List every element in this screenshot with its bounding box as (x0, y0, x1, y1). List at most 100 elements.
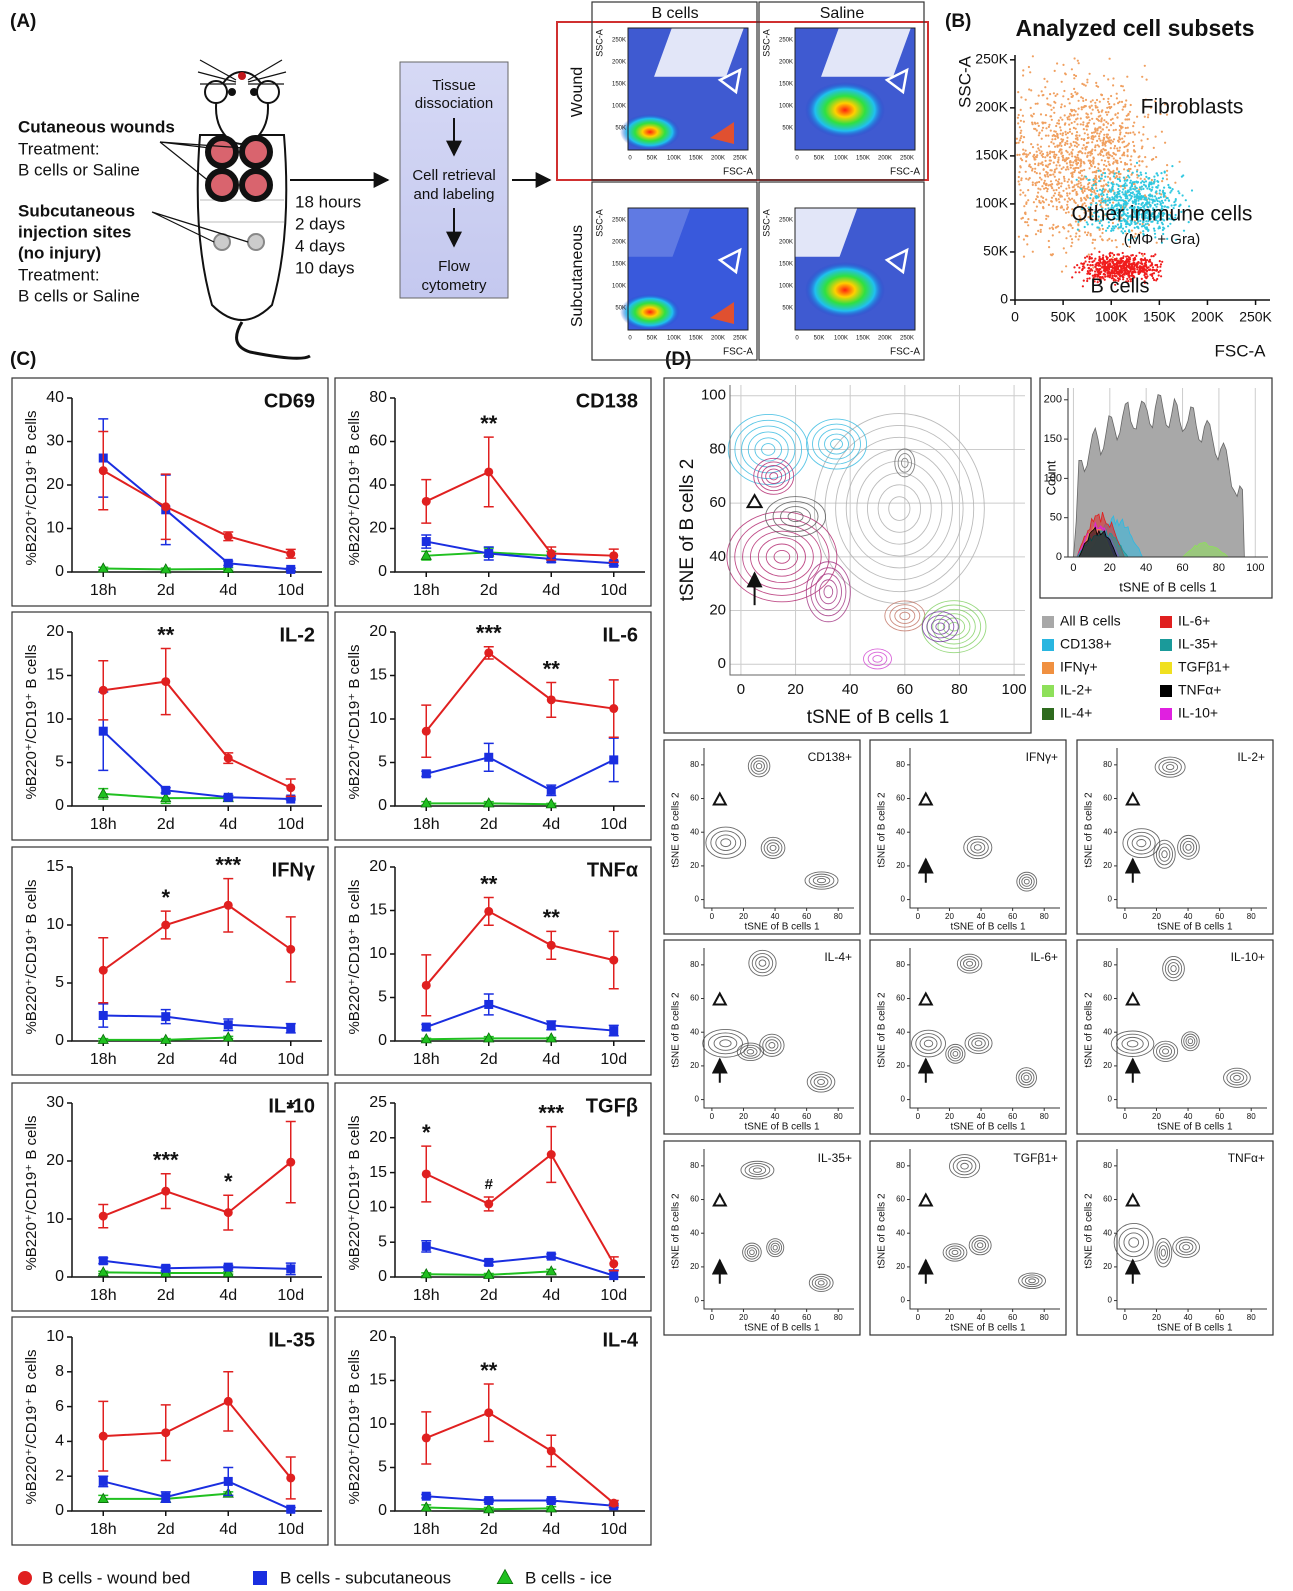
cloud-dot (1124, 104, 1126, 106)
cloud-dot (1123, 269, 1125, 271)
open-arrowhead (920, 1194, 932, 1205)
cloud-dot (1146, 79, 1148, 81)
cloud-dot (1106, 107, 1108, 109)
cloud-dot (1138, 160, 1140, 162)
x-tick-label: 40 (842, 681, 859, 698)
cloud-dot (1063, 176, 1065, 178)
cloud-dot (1110, 124, 1112, 126)
cloud-dot (1088, 258, 1090, 260)
contour (814, 1077, 828, 1087)
step-text: cytometry (421, 277, 487, 294)
cloud-dot (1088, 267, 1090, 269)
cloud-dot (1121, 261, 1123, 263)
marker (286, 945, 295, 954)
cloud-dot (1114, 173, 1116, 175)
cloud-dot (1119, 147, 1121, 149)
marker (161, 1428, 170, 1437)
x-tick-label: 100K (1095, 309, 1128, 325)
x-tick-label: 10d (277, 1051, 304, 1068)
cloud-dot (1060, 129, 1062, 131)
cloud-dot (1191, 189, 1193, 191)
cloud-dot (1084, 132, 1086, 134)
cloud-dot (1089, 256, 1091, 258)
tsne-contours (706, 755, 838, 889)
y-tick-label: 80 (1103, 1161, 1112, 1170)
cloud-dot (1116, 168, 1118, 170)
cloud-dot (1076, 123, 1078, 125)
cloud-dot (1125, 145, 1127, 147)
cloud-dot (1091, 253, 1093, 255)
significance: ** (543, 905, 561, 930)
cloud-dot (1091, 141, 1093, 143)
cloud-dot (1153, 199, 1155, 201)
y-tick-label: 150 (1044, 433, 1062, 445)
cloud-dot (1057, 133, 1059, 135)
tsne-contours (1114, 1223, 1199, 1267)
cloud-dot (1146, 166, 1148, 168)
contour (769, 1043, 775, 1049)
cloud-dot (1027, 199, 1029, 201)
cloud-dot (1112, 163, 1114, 165)
y-tick-label: 20 (46, 1152, 64, 1169)
contour (957, 1160, 972, 1172)
cloud-dot (1072, 190, 1074, 192)
cloud-dot (1020, 132, 1022, 134)
cloud-dot (1151, 159, 1153, 161)
cloud-dot (1177, 190, 1179, 192)
cloud-dot (1092, 109, 1094, 111)
cloud-dot (1101, 117, 1103, 119)
cloud-dot (1113, 138, 1115, 140)
cloud-dot (1109, 136, 1111, 138)
cloud-dot (1149, 195, 1151, 197)
x-tick-label: 2d (480, 816, 498, 833)
cloud-dot (1086, 188, 1088, 190)
cloud-dot (1156, 278, 1158, 280)
cloud-dot (1139, 262, 1141, 264)
cloud-dot (1092, 156, 1094, 158)
contour (753, 1168, 761, 1172)
x-tick-label: 4d (219, 582, 237, 599)
y-tick-label: 20 (369, 623, 387, 640)
cloud-dot (1124, 118, 1126, 120)
y-tick-label: 10 (46, 1210, 64, 1227)
y-tick-label: 40 (690, 1027, 699, 1036)
cloud-dot (1145, 185, 1147, 187)
population-label: Fibroblasts (1141, 96, 1244, 119)
cloud-dot (1114, 114, 1116, 116)
contour (1122, 1037, 1143, 1050)
legend-label: B cells - wound bed (42, 1568, 190, 1587)
y-tick-label: 0 (1056, 551, 1062, 563)
cloud-dot (1097, 163, 1099, 165)
cloud-dot (1033, 113, 1035, 115)
cloud-dot (1064, 131, 1066, 133)
cloud-dot (1130, 163, 1132, 165)
cloud-dot (1139, 270, 1141, 272)
cloud-dot (1058, 178, 1060, 180)
significance: * (422, 1120, 431, 1145)
tsne-contours (741, 1161, 833, 1291)
cloud-dot (1116, 246, 1118, 248)
cloud-dot (1070, 167, 1072, 169)
cloud-dot (1090, 257, 1092, 259)
y-tick-label: 10 (369, 710, 387, 727)
cloud-dot (1054, 146, 1056, 148)
tick-label: 100K (779, 104, 793, 110)
cloud-dot (1120, 272, 1122, 274)
open-arrowhead (920, 993, 932, 1004)
cloud-dot (1113, 193, 1115, 195)
cloud-dot (1110, 95, 1112, 97)
cloud-dot (1056, 122, 1058, 124)
contour (1024, 879, 1029, 884)
cloud-dot (1039, 132, 1041, 134)
x-tick-label: 20 (945, 912, 954, 921)
y-tick-label: 20 (709, 602, 726, 619)
cloud-dot (1073, 171, 1075, 173)
contour (818, 1079, 825, 1084)
chart-frame (664, 740, 860, 934)
x-tick-label: 0 (710, 1313, 715, 1322)
marker (286, 783, 295, 792)
y-axis-label: tSNE of B cells 2 (877, 792, 888, 867)
x-tick-label: 40 (1184, 912, 1193, 921)
cloud-dot (1123, 141, 1125, 143)
cloud-dot (1103, 179, 1105, 181)
